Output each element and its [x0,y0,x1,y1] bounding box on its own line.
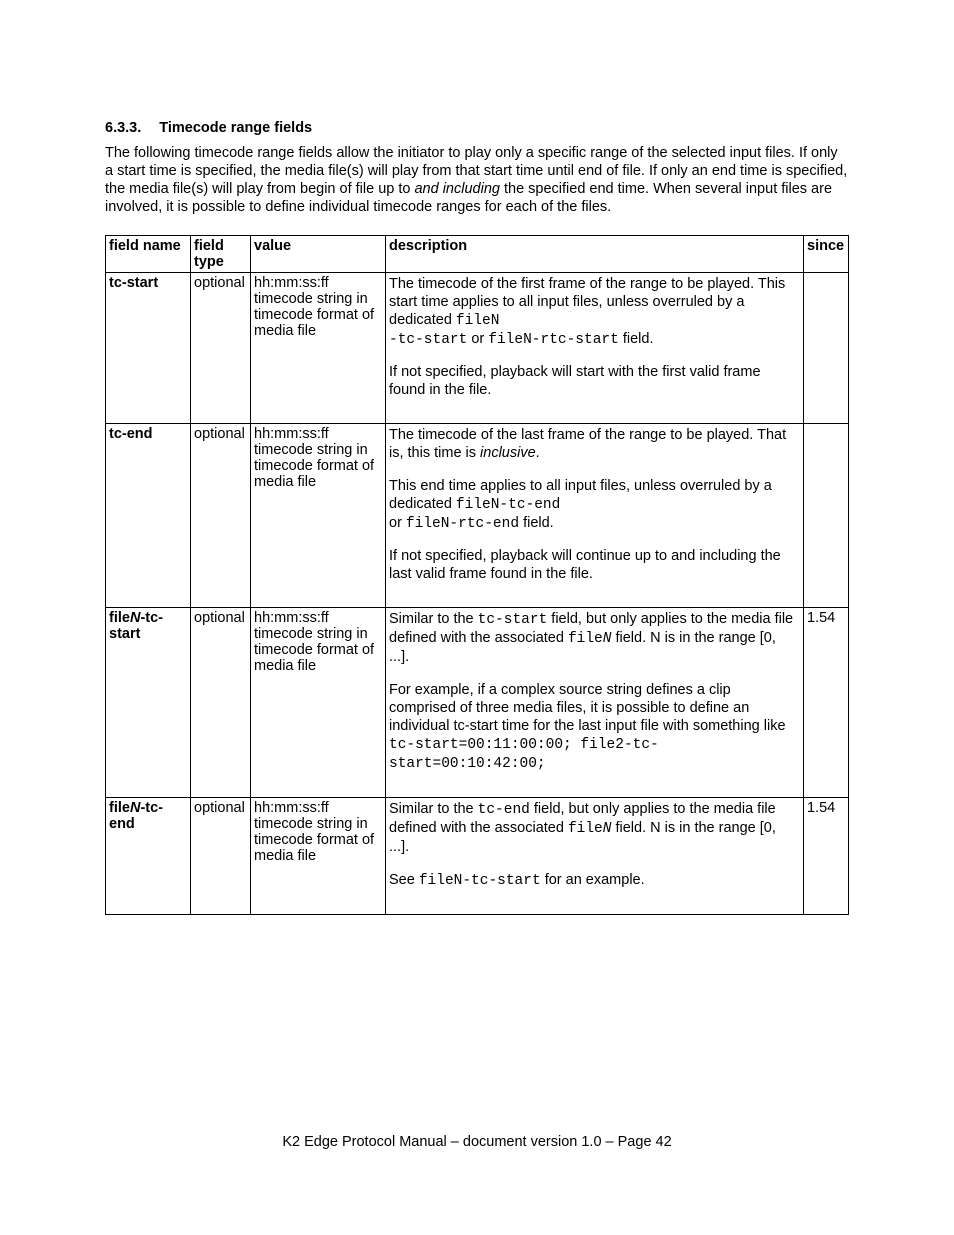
section-title-text: Timecode range fields [159,120,312,136]
cell-value: hh:mm:ss:ff timecode string in timecode … [251,798,386,915]
cell-field-type: optional [191,608,251,798]
intro-paragraph: The following timecode range fields allo… [105,144,849,217]
table-header-row: field name field type value description … [106,235,849,272]
cell-field-name: tc-start [106,272,191,424]
intro-em: and including [414,181,499,197]
cell-field-type: optional [191,798,251,915]
cell-description: The timecode of the first frame of the r… [386,272,804,424]
cell-description: Similar to the tc-end field, but only ap… [386,798,804,915]
page-footer: K2 Edge Protocol Manual – document versi… [0,1134,954,1150]
cell-value: hh:mm:ss:ff timecode string in timecode … [251,608,386,798]
header-description: description [386,235,804,272]
header-field-name: field name [106,235,191,272]
section-heading: 6.3.3. Timecode range fields [105,120,849,136]
table-row: tc-start optional hh:mm:ss:ff timecode s… [106,272,849,424]
cell-description: The timecode of the last frame of the ra… [386,424,804,608]
header-since: since [804,235,849,272]
fields-table: field name field type value description … [105,235,849,915]
cell-field-type: optional [191,424,251,608]
cell-since: 1.54 [804,798,849,915]
cell-field-name: tc-end [106,424,191,608]
cell-field-name: fileN-tc-end [106,798,191,915]
section-number: 6.3.3. [105,120,141,136]
table-row: fileN-tc-start optional hh:mm:ss:ff time… [106,608,849,798]
header-value: value [251,235,386,272]
cell-field-name: fileN-tc-start [106,608,191,798]
cell-description: Similar to the tc-start field, but only … [386,608,804,798]
cell-value: hh:mm:ss:ff timecode string in timecode … [251,272,386,424]
cell-field-type: optional [191,272,251,424]
header-field-type: field type [191,235,251,272]
cell-since [804,424,849,608]
table-row: fileN-tc-end optional hh:mm:ss:ff timeco… [106,798,849,915]
table-row: tc-end optional hh:mm:ss:ff timecode str… [106,424,849,608]
cell-since: 1.54 [804,608,849,798]
cell-value: hh:mm:ss:ff timecode string in timecode … [251,424,386,608]
cell-since [804,272,849,424]
page: 6.3.3. Timecode range fields The followin… [0,0,954,1235]
